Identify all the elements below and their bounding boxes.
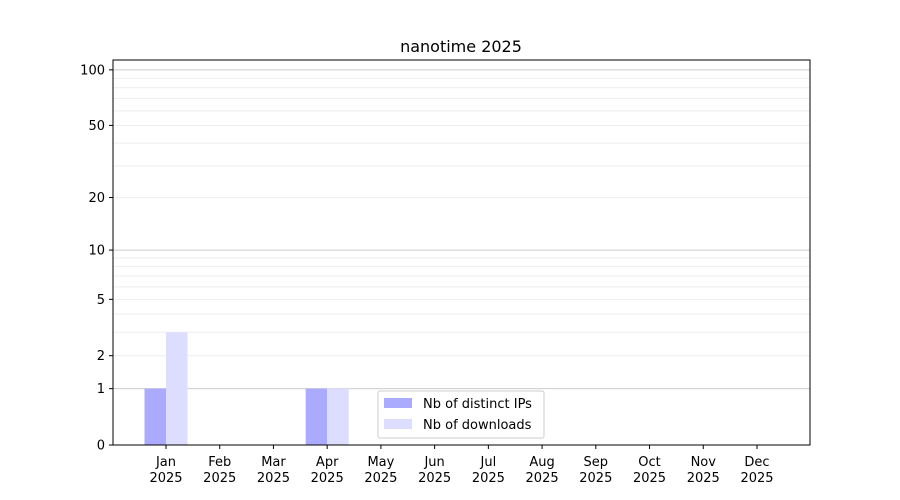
x-tick-label: Aug 2025 <box>526 455 559 486</box>
x-tick-label: Dec 2025 <box>740 455 773 486</box>
x-tick-label: Oct 2025 <box>633 455 666 486</box>
y-tick-label: 0 <box>97 439 105 454</box>
legend-label: Nb of distinct IPs <box>423 397 532 412</box>
y-tick-label: 2 <box>97 349 105 364</box>
bar-distinct-ips <box>305 388 328 445</box>
x-tick-label: Jun 2025 <box>418 455 451 486</box>
y-tick-label: 10 <box>88 244 105 259</box>
x-tick-label: Sep 2025 <box>579 455 612 486</box>
bar-distinct-ips <box>144 388 166 445</box>
y-tick-label: 5 <box>97 293 105 308</box>
x-tick-label: May 2025 <box>364 455 397 486</box>
legend-swatch <box>384 419 412 429</box>
legend-box <box>377 390 545 439</box>
bar-downloads <box>166 332 188 445</box>
y-tick-label: 100 <box>80 63 105 78</box>
y-tick-label: 20 <box>88 191 105 206</box>
legend-label: Nb of downloads <box>423 418 532 433</box>
y-tick-label: 50 <box>88 119 105 134</box>
x-tick-label: Jan 2025 <box>149 455 182 486</box>
x-tick-label: Nov 2025 <box>687 455 720 486</box>
x-tick-label: Jul 2025 <box>472 455 505 486</box>
bar-downloads <box>327 388 349 445</box>
legend-swatch <box>384 398 412 408</box>
plot-frame <box>112 59 811 446</box>
y-tick-label: 1 <box>97 382 105 397</box>
x-tick-label: Mar 2025 <box>257 455 290 486</box>
legend: Nb of distinct IPs Nb of downloads <box>377 390 545 439</box>
x-tick-label: Feb 2025 <box>203 455 236 486</box>
x-tick-label: Apr 2025 <box>311 455 344 486</box>
chart-title: nanotime 2025 <box>400 37 522 56</box>
